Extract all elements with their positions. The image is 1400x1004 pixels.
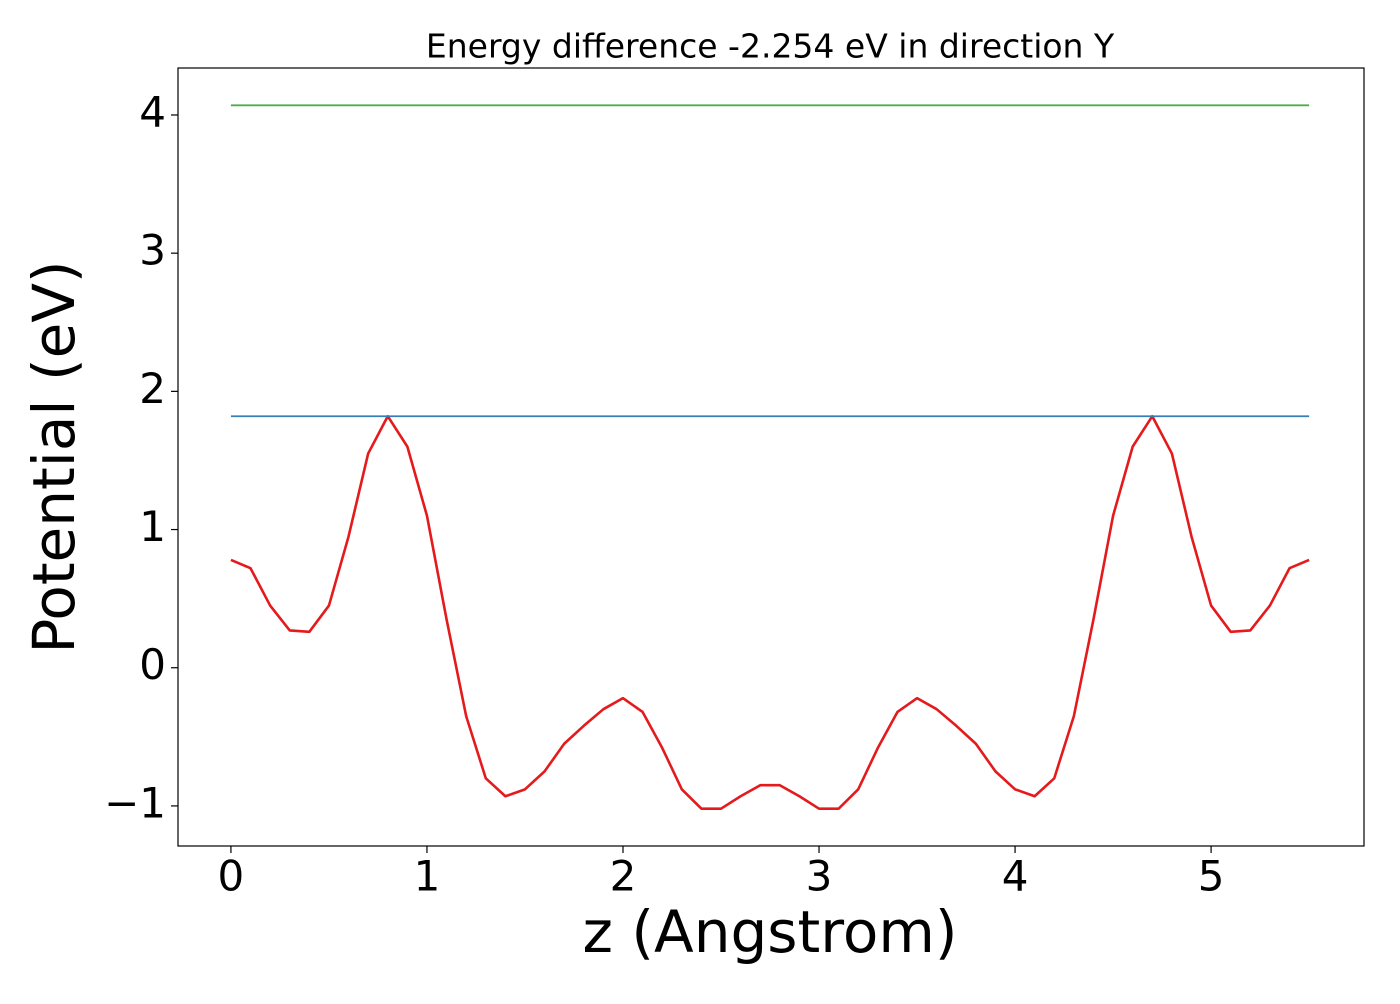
x-tick-label: 5: [1198, 852, 1225, 901]
x-tick-label: 3: [806, 852, 833, 901]
chart-title: Energy difference -2.254 eV in direction…: [426, 27, 1115, 66]
y-tick-label: 0: [139, 640, 166, 689]
y-tick-label: 2: [139, 364, 166, 413]
y-tick-label: 4: [139, 87, 166, 136]
x-axis-label: z (Angstrom): [583, 898, 958, 966]
x-tick-label: 1: [414, 852, 441, 901]
y-axis-label: Potential (eV): [20, 260, 88, 653]
y-tick-label: 3: [139, 226, 166, 275]
y-tick-label: 1: [139, 502, 166, 551]
y-tick-label: −1: [104, 778, 166, 827]
x-tick-label: 2: [610, 852, 637, 901]
x-tick-label: 4: [1002, 852, 1029, 901]
plot-frame: [177, 67, 1365, 847]
x-tick-label: 0: [218, 852, 245, 901]
data-line: [230, 414, 1310, 810]
